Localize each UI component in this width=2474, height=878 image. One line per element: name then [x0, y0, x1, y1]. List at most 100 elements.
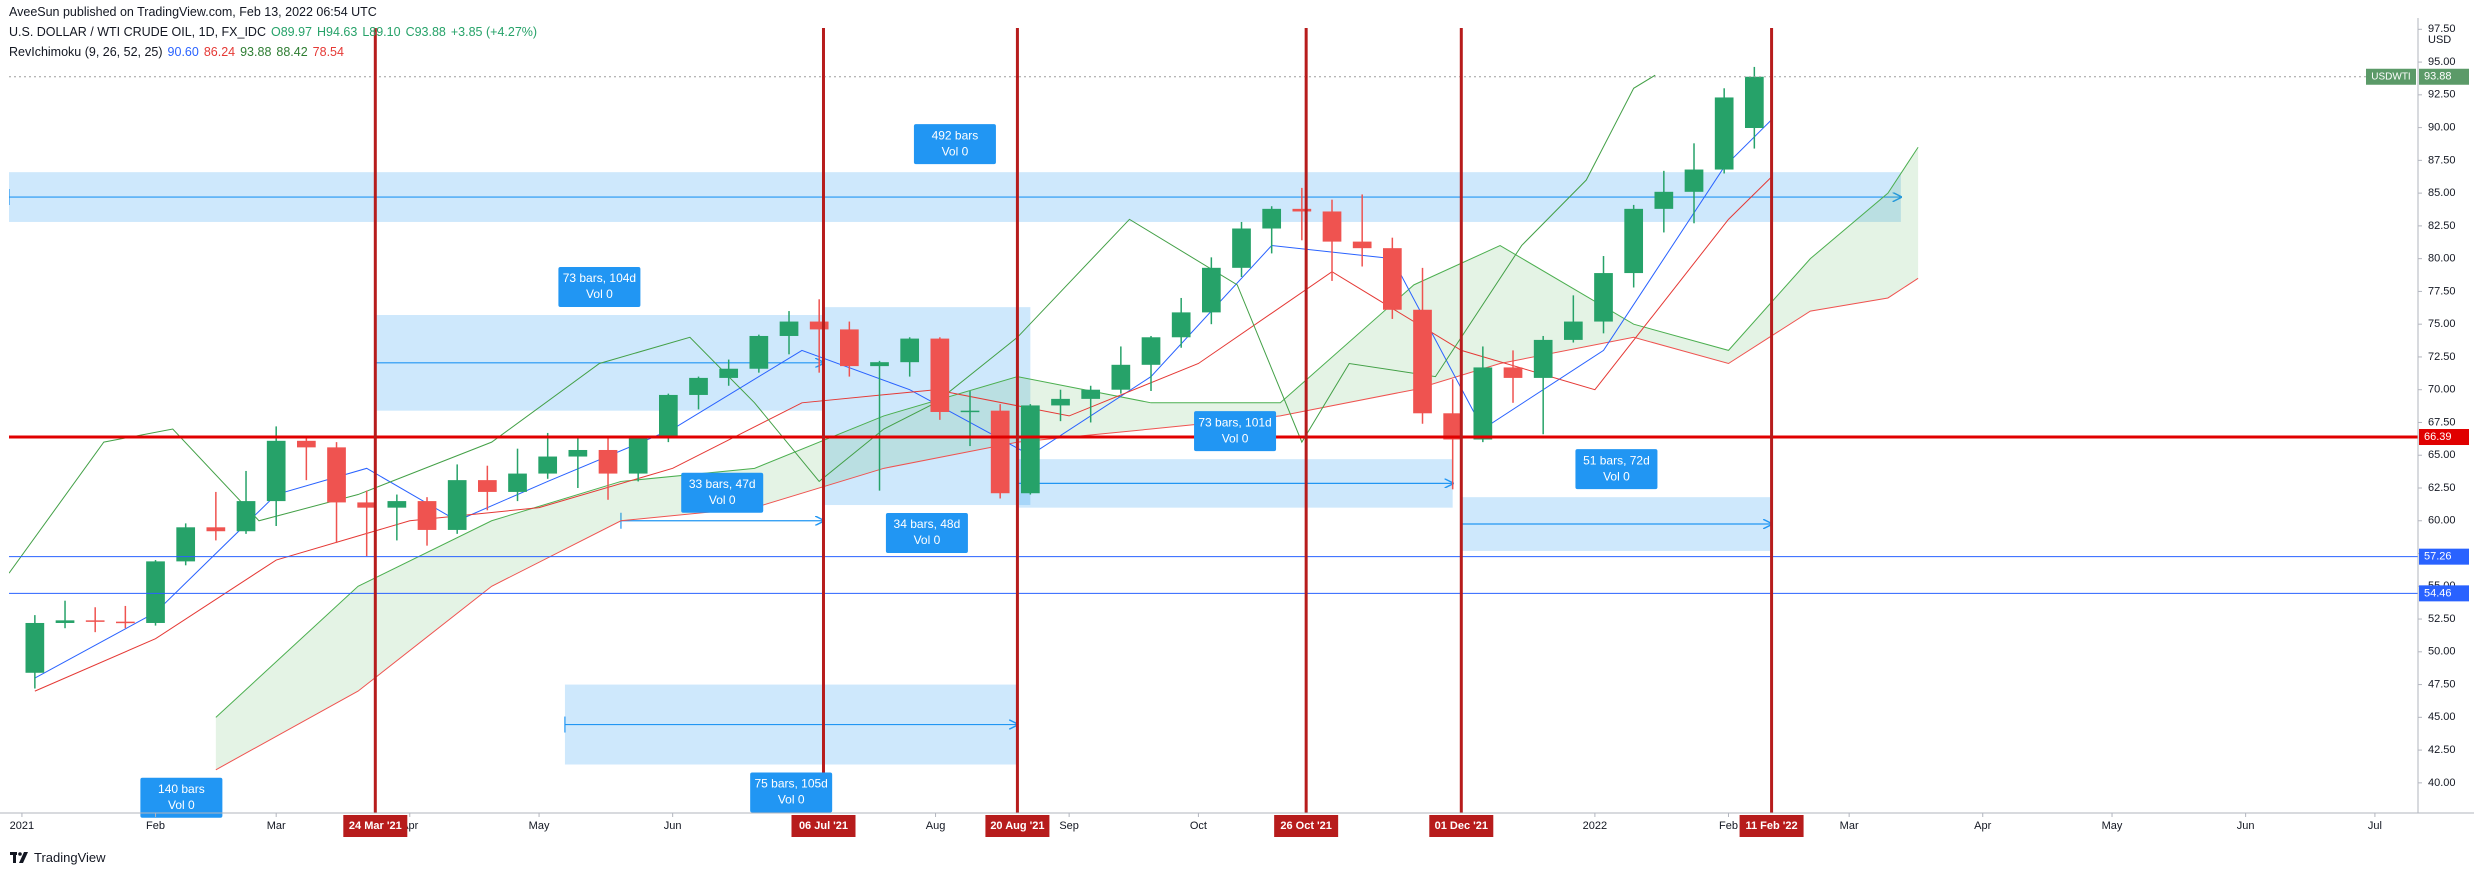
price-label: 54.46 — [2424, 587, 2452, 599]
publisher: AveeSun published on TradingView.com, Fe… — [9, 5, 377, 19]
ohlc-value: O89.97 — [271, 25, 313, 39]
candle-body — [447, 480, 467, 530]
x-tick-label: Jun — [2237, 820, 2255, 832]
candle-body — [55, 620, 75, 623]
candle-body — [478, 480, 497, 492]
range-volume: Vol 0 — [168, 798, 195, 812]
candle-body — [1473, 367, 1493, 440]
currency-label: USD — [2428, 34, 2451, 46]
range-volume: Vol 0 — [778, 793, 805, 807]
candle-body — [1382, 248, 1402, 310]
candle-body — [1141, 337, 1161, 365]
candle-body — [749, 335, 769, 369]
candle-body — [1201, 267, 1221, 313]
x-tick-label: 2022 — [1583, 820, 1607, 832]
candle-body — [568, 449, 588, 457]
range-label-box — [913, 124, 996, 165]
y-tick-label: 77.50 — [2428, 285, 2456, 297]
range-label-box — [1575, 449, 1658, 490]
candle-body — [658, 394, 678, 439]
price-label-box — [2419, 68, 2469, 85]
ohlc-value: +3.85 (+4.27%) — [450, 25, 538, 39]
y-tick-label: 47.50 — [2428, 678, 2456, 690]
candle-body — [1171, 312, 1191, 338]
symbol-line: U.S. DOLLAR / WTI CRUDE OIL, 1D, FX_IDC O… — [9, 22, 542, 42]
ohlc-value: C93.88 — [405, 25, 446, 39]
price-label-box — [2419, 548, 2469, 565]
date-marker-box — [985, 815, 1050, 837]
cloud-span-a — [215, 146, 1919, 718]
candle-body — [1654, 191, 1674, 209]
x-tick-label: May — [2102, 820, 2123, 832]
y-tick-label: 65.00 — [2428, 449, 2456, 461]
candle-body — [1081, 389, 1101, 399]
candle-body — [900, 338, 920, 363]
candle-body — [176, 527, 196, 562]
range-label-box — [750, 772, 833, 813]
candle-body — [417, 501, 437, 530]
date-marker-label: 26 Oct '21 — [1280, 820, 1332, 832]
range-label: 73 bars, 101d — [1198, 415, 1271, 429]
range-label: 140 bars — [158, 782, 205, 796]
date-marker-box — [791, 815, 856, 837]
candle-body — [116, 621, 135, 624]
indicator-value: 88.42 — [276, 45, 308, 59]
indicator-line — [9, 74, 1656, 574]
date-marker-label: 01 Dec '21 — [1435, 820, 1488, 832]
x-tick-label: Apr — [1974, 820, 1991, 832]
footer: TradingView — [10, 850, 106, 865]
indicator-value: 90.60 — [167, 45, 199, 59]
candle-body — [719, 368, 739, 378]
y-tick-label: 87.50 — [2428, 154, 2456, 166]
x-tick-label: 2021 — [10, 820, 34, 832]
plot — [9, 28, 2418, 813]
range-volume: Vol 0 — [942, 144, 969, 158]
range-volume: Vol 0 — [1222, 431, 1249, 445]
candle-body — [689, 377, 708, 395]
candle-body — [1020, 405, 1040, 494]
range-volume: Vol 0 — [586, 287, 613, 301]
x-tick-label: Aug — [926, 820, 946, 832]
candle-body — [839, 329, 859, 367]
date-marker-label: 24 Mar '21 — [349, 820, 402, 832]
range-label: 492 bars — [932, 128, 979, 142]
range-label: 75 bars, 105d — [754, 777, 827, 791]
range-label: 51 bars, 72d — [1583, 453, 1650, 467]
candle-body — [1594, 273, 1613, 322]
indicator: RevIchimoku (9, 26, 52, 25) — [9, 45, 163, 59]
y-tick-label: 80.00 — [2428, 253, 2456, 265]
symbol-tag-box — [2366, 68, 2416, 85]
symbol-tag: USDWTI — [2371, 71, 2410, 82]
y-tick-label: 70.00 — [2428, 384, 2456, 396]
candle-body — [930, 338, 950, 412]
symbol: U.S. DOLLAR / WTI CRUDE OIL, 1D, FX_IDC — [9, 25, 266, 39]
y-tick-label: 50.00 — [2428, 646, 2456, 658]
x-tick-label: Jun — [664, 820, 682, 832]
candle-body — [1262, 208, 1282, 229]
y-tick-label: 62.50 — [2428, 482, 2456, 494]
indicator-value: 93.88 — [240, 45, 272, 59]
candle-body — [809, 321, 829, 330]
range-label-box — [140, 777, 223, 818]
candle-body — [1624, 208, 1644, 274]
candle-body — [990, 410, 1010, 494]
header: AveeSun published on TradingView.com, Fe… — [9, 2, 542, 62]
y-tick-label: 67.50 — [2428, 416, 2456, 428]
y-tick-label: 95.00 — [2428, 56, 2456, 68]
candle-body — [1443, 413, 1463, 440]
candle-body — [85, 620, 105, 622]
y-tick-label: 75.00 — [2428, 318, 2456, 330]
range-label: 34 bars, 48d — [894, 517, 961, 531]
range-label-box — [681, 472, 764, 513]
candle-body — [779, 321, 799, 336]
candle-body — [1322, 211, 1342, 242]
x-tick-label: Feb — [146, 820, 165, 832]
price-label-box — [2419, 429, 2469, 446]
candle-body — [1292, 208, 1312, 212]
y-tick-label: 52.50 — [2428, 613, 2456, 625]
y-tick-label: 92.50 — [2428, 89, 2456, 101]
candle-body — [1684, 169, 1704, 192]
x-tick-label: May — [529, 820, 550, 832]
indicator-value: 78.54 — [312, 45, 344, 59]
